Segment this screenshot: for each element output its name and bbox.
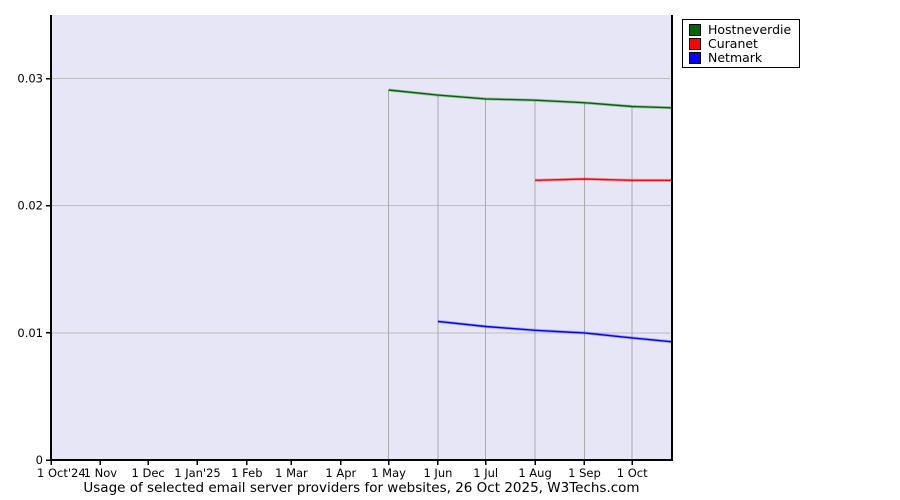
x-tick-label: 1 Nov	[84, 466, 118, 480]
chart-caption: Usage of selected email server providers…	[83, 480, 640, 496]
x-tick-label: 1 Oct'24	[37, 466, 86, 480]
legend-item-netmark: Netmark	[689, 51, 791, 64]
y-tick-label: 0	[36, 453, 43, 467]
legend-label: Curanet	[708, 36, 758, 51]
plot-area	[51, 15, 672, 460]
y-tick-label: 0.01	[17, 326, 43, 340]
legend-swatch-icon	[689, 23, 701, 36]
x-tick-label: 1 Sep	[568, 466, 601, 480]
x-tick-label: 1 Jan'25	[174, 466, 221, 480]
x-tick-label: 1 Oct	[617, 466, 648, 480]
x-tick-label: 1 Apr	[325, 466, 356, 480]
legend-label: Netmark	[708, 50, 763, 65]
chart-legend: Hostneverdie Curanet Netmark	[682, 19, 801, 68]
legend-item-curanet: Curanet	[689, 37, 791, 50]
y-tick-label: 0.02	[17, 199, 43, 213]
x-tick-label: 1 Jul	[473, 466, 498, 480]
x-tick-label: 1 Aug	[518, 466, 551, 480]
x-tick-label: 1 Jun	[423, 466, 452, 480]
legend-label: Hostneverdie	[708, 22, 792, 37]
x-tick-label: 1 Feb	[231, 466, 262, 480]
series-line-hostneverdie	[388, 89, 673, 109]
legend-swatch-icon	[689, 37, 701, 50]
x-tick-label: 1 Mar	[275, 466, 308, 480]
x-tick-label: 1 May	[371, 466, 406, 480]
legend-swatch-icon	[689, 51, 701, 64]
series-line-netmark	[437, 320, 673, 343]
y-tick-label: 0.03	[17, 72, 43, 86]
series-line-curanet	[535, 178, 672, 182]
legend-item-hostneverdie: Hostneverdie	[689, 23, 791, 36]
x-tick-label: 1 Dec	[132, 466, 165, 480]
